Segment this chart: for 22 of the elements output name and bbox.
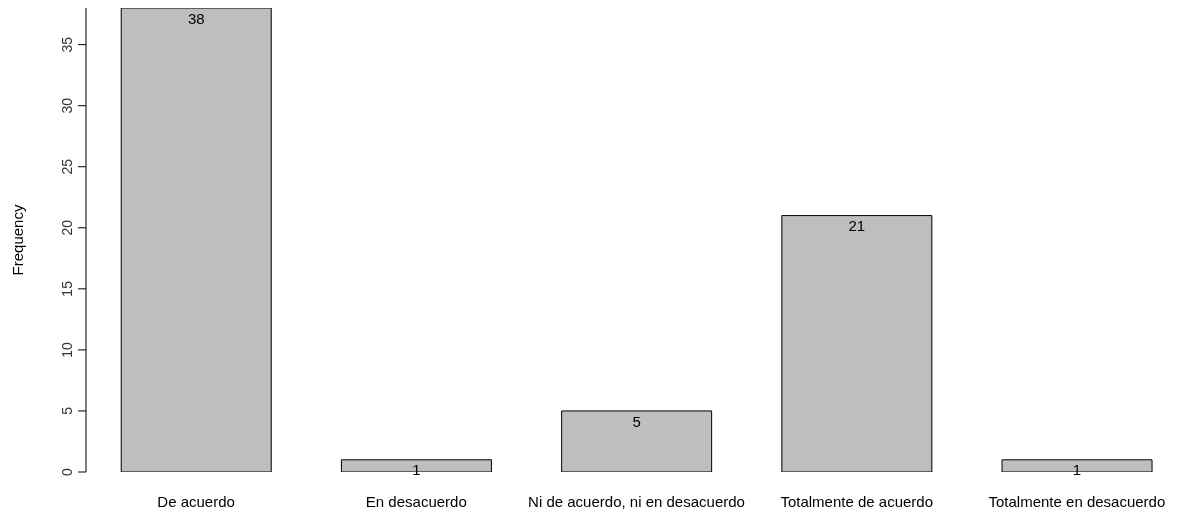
bar [120, 8, 272, 472]
x-tick-label: En desacuerdo [365, 492, 467, 510]
y-tick-label: 20 [59, 219, 75, 236]
y-tick-label: 15 [59, 280, 75, 297]
data-label: 1 [412, 461, 421, 479]
y-axis-title: Frequency [9, 204, 27, 276]
x-tick-label: Ni de acuerdo, ni en desacuerdo [528, 492, 745, 510]
data-label: 38 [187, 9, 205, 27]
data-label: 21 [848, 217, 866, 235]
x-tick-label: De acuerdo [157, 492, 235, 510]
y-tick-label: 25 [59, 158, 75, 175]
y-tick-label: 0 [59, 467, 75, 476]
y-tick-label: 35 [59, 36, 75, 53]
bar [561, 410, 713, 472]
data-label: 5 [632, 412, 641, 430]
y-tick-label: 30 [59, 97, 75, 114]
x-tick-label: Totalmente de acuerdo [780, 492, 933, 510]
y-tick-label: 10 [59, 341, 75, 358]
bar [781, 215, 933, 472]
x-tick-label: Totalmente en desacuerdo [988, 492, 1166, 510]
y-tick-label: 5 [59, 406, 75, 415]
data-label: 1 [1072, 461, 1082, 479]
